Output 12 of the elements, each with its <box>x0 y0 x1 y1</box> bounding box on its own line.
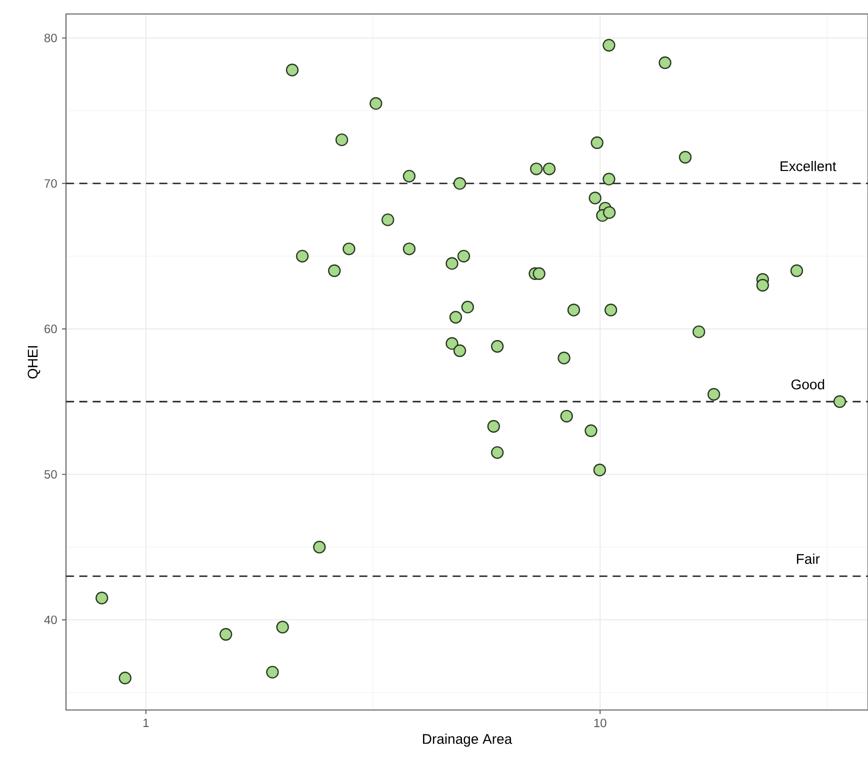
x-axis-title: Drainage Area <box>423 734 512 747</box>
y-tick-label: 80 <box>44 34 57 42</box>
y-tick-label: 70 <box>44 179 57 188</box>
x-tick-label: 1 <box>143 718 149 727</box>
ref-line-label: Excellent <box>780 160 836 172</box>
ref-line-label: Good <box>791 379 824 390</box>
y-tick-label: 50 <box>44 470 57 479</box>
ref-line-label: Fair <box>796 554 820 564</box>
y-tick-label: 60 <box>44 324 57 334</box>
y-axis-title: QHEI <box>28 346 40 378</box>
y-tick-label: 40 <box>44 616 57 624</box>
x-tick-label: 10 <box>594 718 606 728</box>
